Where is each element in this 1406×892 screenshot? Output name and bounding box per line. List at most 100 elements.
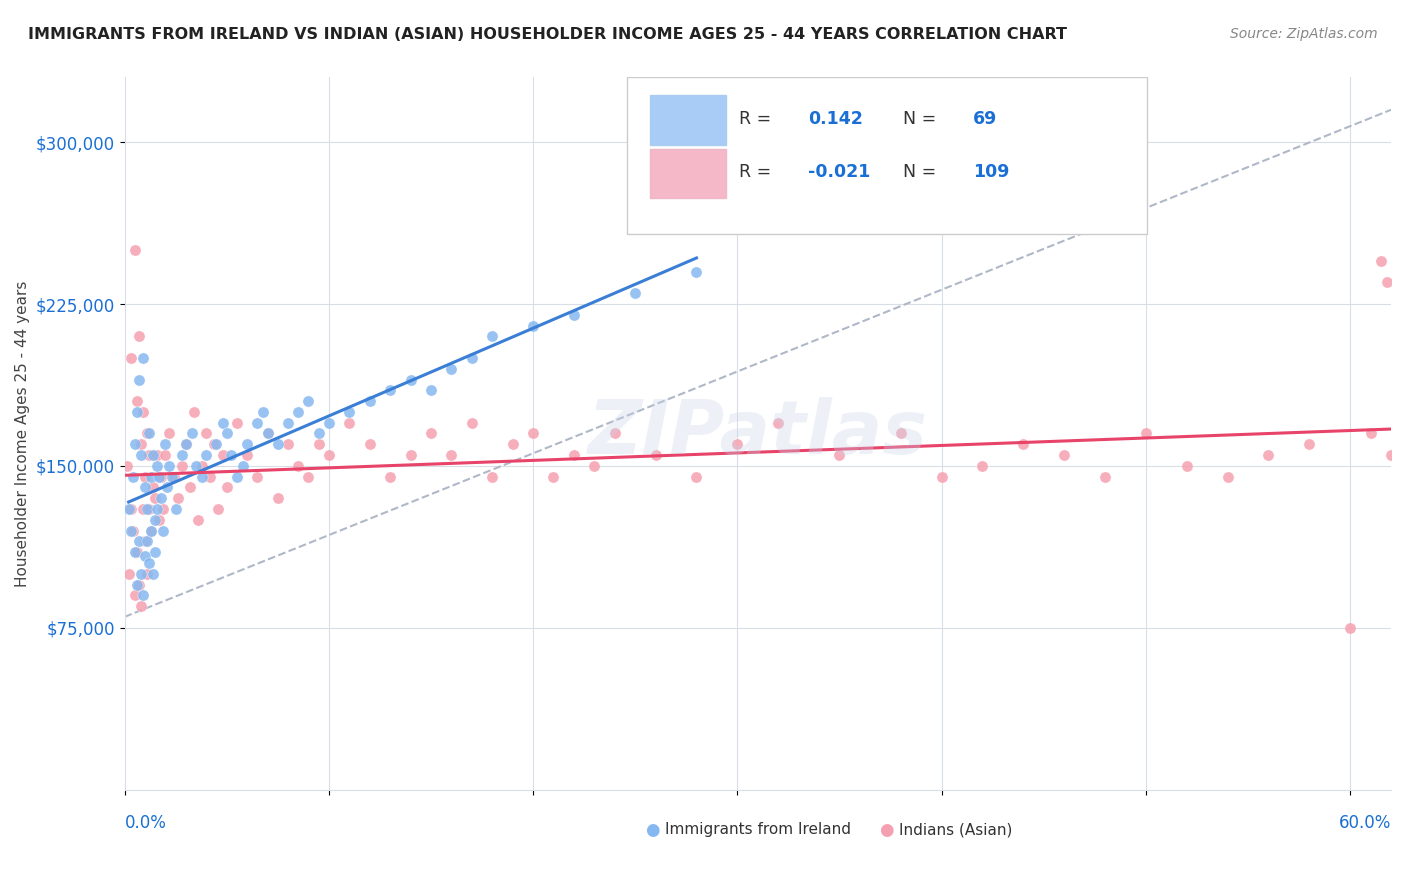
Point	[162, 469, 184, 483]
Point	[129, 566, 152, 581]
Text: R =: R =	[738, 163, 770, 181]
Text: 0.142: 0.142	[808, 110, 863, 128]
Point	[170, 458, 193, 473]
Point	[603, 426, 626, 441]
Point	[117, 566, 139, 581]
Point	[152, 502, 174, 516]
Point	[146, 448, 169, 462]
Point	[150, 491, 173, 506]
Point	[142, 566, 165, 581]
Point	[481, 469, 503, 483]
Point	[1012, 437, 1035, 451]
Point	[318, 416, 340, 430]
Point	[1094, 469, 1116, 483]
Text: 60.0%: 60.0%	[1339, 814, 1391, 832]
Point	[215, 426, 238, 441]
Point	[139, 469, 162, 483]
Point	[308, 437, 330, 451]
Point	[644, 448, 666, 462]
Point	[121, 469, 143, 483]
Point	[195, 448, 218, 462]
Point	[124, 437, 146, 451]
Point	[200, 469, 222, 483]
Point	[766, 416, 789, 430]
Point	[134, 469, 156, 483]
Point	[136, 426, 159, 441]
Point	[138, 448, 160, 462]
Point	[132, 405, 155, 419]
Point	[685, 265, 707, 279]
Point	[179, 480, 201, 494]
Point	[138, 502, 160, 516]
Point	[174, 437, 197, 451]
Point	[155, 448, 177, 462]
FancyBboxPatch shape	[650, 95, 725, 145]
Point	[277, 437, 299, 451]
Y-axis label: Householder Income Ages 25 - 44 years: Householder Income Ages 25 - 44 years	[15, 280, 30, 587]
Point	[128, 329, 150, 343]
Point	[139, 524, 162, 538]
Point	[184, 458, 207, 473]
Point	[156, 480, 179, 494]
Point	[225, 416, 247, 430]
Point	[181, 426, 204, 441]
Point	[378, 384, 401, 398]
Point	[148, 469, 170, 483]
Point	[160, 469, 183, 483]
Point	[136, 534, 159, 549]
Point	[139, 524, 162, 538]
Point	[624, 286, 647, 301]
Point	[165, 502, 187, 516]
Point	[128, 534, 150, 549]
Point	[359, 437, 381, 451]
Text: IMMIGRANTS FROM IRELAND VS INDIAN (ASIAN) HOUSEHOLDER INCOME AGES 25 - 44 YEARS : IMMIGRANTS FROM IRELAND VS INDIAN (ASIAN…	[28, 27, 1067, 42]
Point	[225, 469, 247, 483]
Text: 69: 69	[973, 110, 997, 128]
Point	[129, 599, 152, 613]
Point	[256, 426, 278, 441]
Point	[211, 448, 233, 462]
Point	[502, 437, 524, 451]
Point	[246, 416, 269, 430]
Point	[725, 437, 748, 451]
Point	[232, 458, 254, 473]
Point	[124, 545, 146, 559]
Point	[152, 524, 174, 538]
Text: ●: ●	[879, 821, 894, 838]
Point	[125, 394, 148, 409]
Point	[143, 545, 166, 559]
Point	[132, 351, 155, 365]
Point	[522, 318, 544, 333]
Point	[297, 394, 319, 409]
Text: Indians (Asian): Indians (Asian)	[900, 822, 1012, 838]
Point	[146, 502, 169, 516]
Point	[1053, 448, 1076, 462]
Point	[136, 502, 159, 516]
Point	[134, 480, 156, 494]
Point	[419, 384, 441, 398]
Point	[159, 426, 181, 441]
Point	[419, 426, 441, 441]
Point	[125, 577, 148, 591]
Point	[277, 416, 299, 430]
Point	[125, 405, 148, 419]
Point	[267, 491, 290, 506]
Point	[583, 458, 606, 473]
Text: N =: N =	[904, 110, 936, 128]
Point	[236, 448, 259, 462]
FancyBboxPatch shape	[627, 78, 1146, 234]
Point	[150, 469, 173, 483]
Point	[138, 426, 160, 441]
Point	[146, 458, 169, 473]
Point	[183, 405, 205, 419]
Point	[187, 513, 209, 527]
Point	[129, 448, 152, 462]
Point	[1298, 437, 1320, 451]
Point	[236, 437, 259, 451]
Text: R =: R =	[738, 110, 770, 128]
Point	[1135, 426, 1157, 441]
Point	[170, 448, 193, 462]
Point	[252, 405, 274, 419]
Point	[124, 588, 146, 602]
Point	[120, 502, 142, 516]
